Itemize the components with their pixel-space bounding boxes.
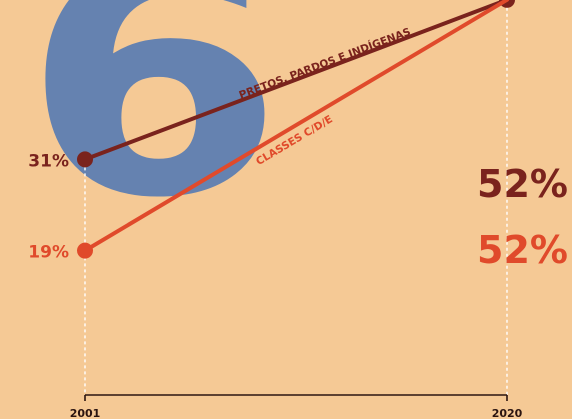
data-label: 31% [28,151,69,171]
data-label: 19% [28,243,69,263]
big-numeral: 6 [22,0,285,268]
data-label: 52% [477,228,568,272]
data-point [77,151,93,168]
x-tick-label: 2020 [492,407,523,419]
series-line [83,0,509,162]
data-point [77,242,93,259]
series-name-label: PRETOS, PARDOS E INDÍGENAS [237,25,412,102]
x-tick-label: 2001 [70,407,101,419]
series-line [83,0,509,253]
data-label: 52% [477,162,568,206]
